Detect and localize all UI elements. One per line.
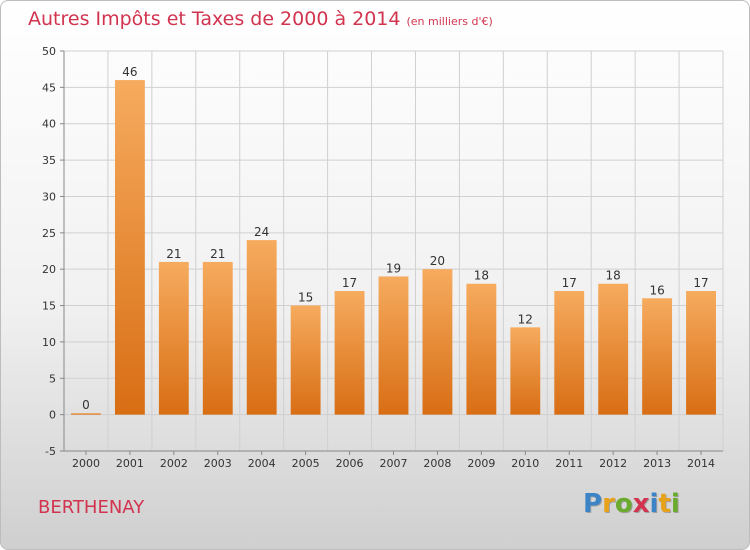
- x-tick-label: 2003: [204, 457, 232, 470]
- bar: [158, 261, 189, 415]
- data-label: 17: [342, 276, 357, 290]
- x-tick-label: 2006: [336, 457, 364, 470]
- data-label: 19: [386, 261, 401, 275]
- x-tick-label: 2004: [248, 457, 276, 470]
- y-tick-label: 5: [49, 372, 56, 385]
- data-label: 12: [518, 312, 533, 326]
- y-tick-label: 50: [42, 45, 56, 58]
- bar: [510, 327, 541, 415]
- logo-letter: x: [632, 489, 650, 519]
- x-tick-label: 2010: [511, 457, 539, 470]
- bar: [334, 291, 365, 415]
- bar: [686, 291, 716, 415]
- y-tick-label: 20: [42, 263, 56, 276]
- data-label: 18: [606, 269, 621, 283]
- y-tick-label: 10: [42, 336, 56, 349]
- x-tick-label: 2012: [599, 457, 627, 470]
- x-tick-label: 2009: [467, 457, 495, 470]
- data-label: 21: [210, 247, 225, 261]
- logo-letter: r: [602, 489, 615, 519]
- y-tick-label: 15: [42, 300, 56, 313]
- data-label: 15: [298, 291, 313, 305]
- bar: [466, 283, 497, 415]
- proxiti-logo: Proxiti: [583, 489, 680, 519]
- chart-title-text: Autres Impôts et Taxes de 2000 à 2014: [28, 8, 401, 30]
- data-label: 18: [474, 269, 489, 283]
- logo-letter: i: [649, 489, 659, 519]
- bar: [422, 269, 453, 415]
- x-tick-label: 2001: [116, 457, 144, 470]
- logo-letter: o: [614, 489, 633, 519]
- y-tick-label: 0: [49, 409, 56, 422]
- bar: [71, 413, 101, 415]
- data-label: 16: [649, 283, 664, 297]
- data-label: 46: [122, 65, 137, 79]
- data-label: 20: [430, 254, 445, 268]
- chart-subtitle: (en milliers d'€): [406, 15, 493, 28]
- x-tick-label: 2011: [555, 457, 583, 470]
- bar: [290, 305, 321, 415]
- place-name: BERTHENAY: [38, 497, 145, 518]
- bar: [598, 283, 629, 415]
- x-tick-label: 2002: [160, 457, 188, 470]
- x-tick-label: 2013: [643, 457, 671, 470]
- bar: [246, 240, 277, 415]
- y-tick-label: 25: [42, 227, 56, 240]
- x-tick-label: 2007: [380, 457, 408, 470]
- x-tick-label: 2005: [292, 457, 320, 470]
- chart-title: Autres Impôts et Taxes de 2000 à 2014 (en…: [28, 8, 493, 30]
- logo-letter: P: [583, 489, 603, 519]
- y-tick-label: -5: [45, 445, 56, 458]
- data-label: 21: [166, 247, 181, 261]
- y-tick-label: 30: [42, 190, 56, 203]
- bar: [554, 291, 585, 415]
- bar: [202, 261, 233, 415]
- bar: [378, 276, 409, 415]
- x-tick-label: 2000: [72, 457, 100, 470]
- data-label: 0: [82, 398, 90, 412]
- data-label: 17: [562, 276, 577, 290]
- y-tick-label: 40: [42, 118, 56, 131]
- logo-letter: t: [658, 489, 671, 519]
- bar: [642, 298, 673, 415]
- data-label: 24: [254, 225, 269, 239]
- y-tick-label: 45: [42, 81, 56, 94]
- x-tick-label: 2008: [423, 457, 451, 470]
- x-tick-label: 2014: [687, 457, 715, 470]
- y-tick-label: 35: [42, 154, 56, 167]
- data-label: 17: [693, 276, 708, 290]
- bar: [114, 80, 145, 415]
- logo-letter: i: [670, 489, 680, 519]
